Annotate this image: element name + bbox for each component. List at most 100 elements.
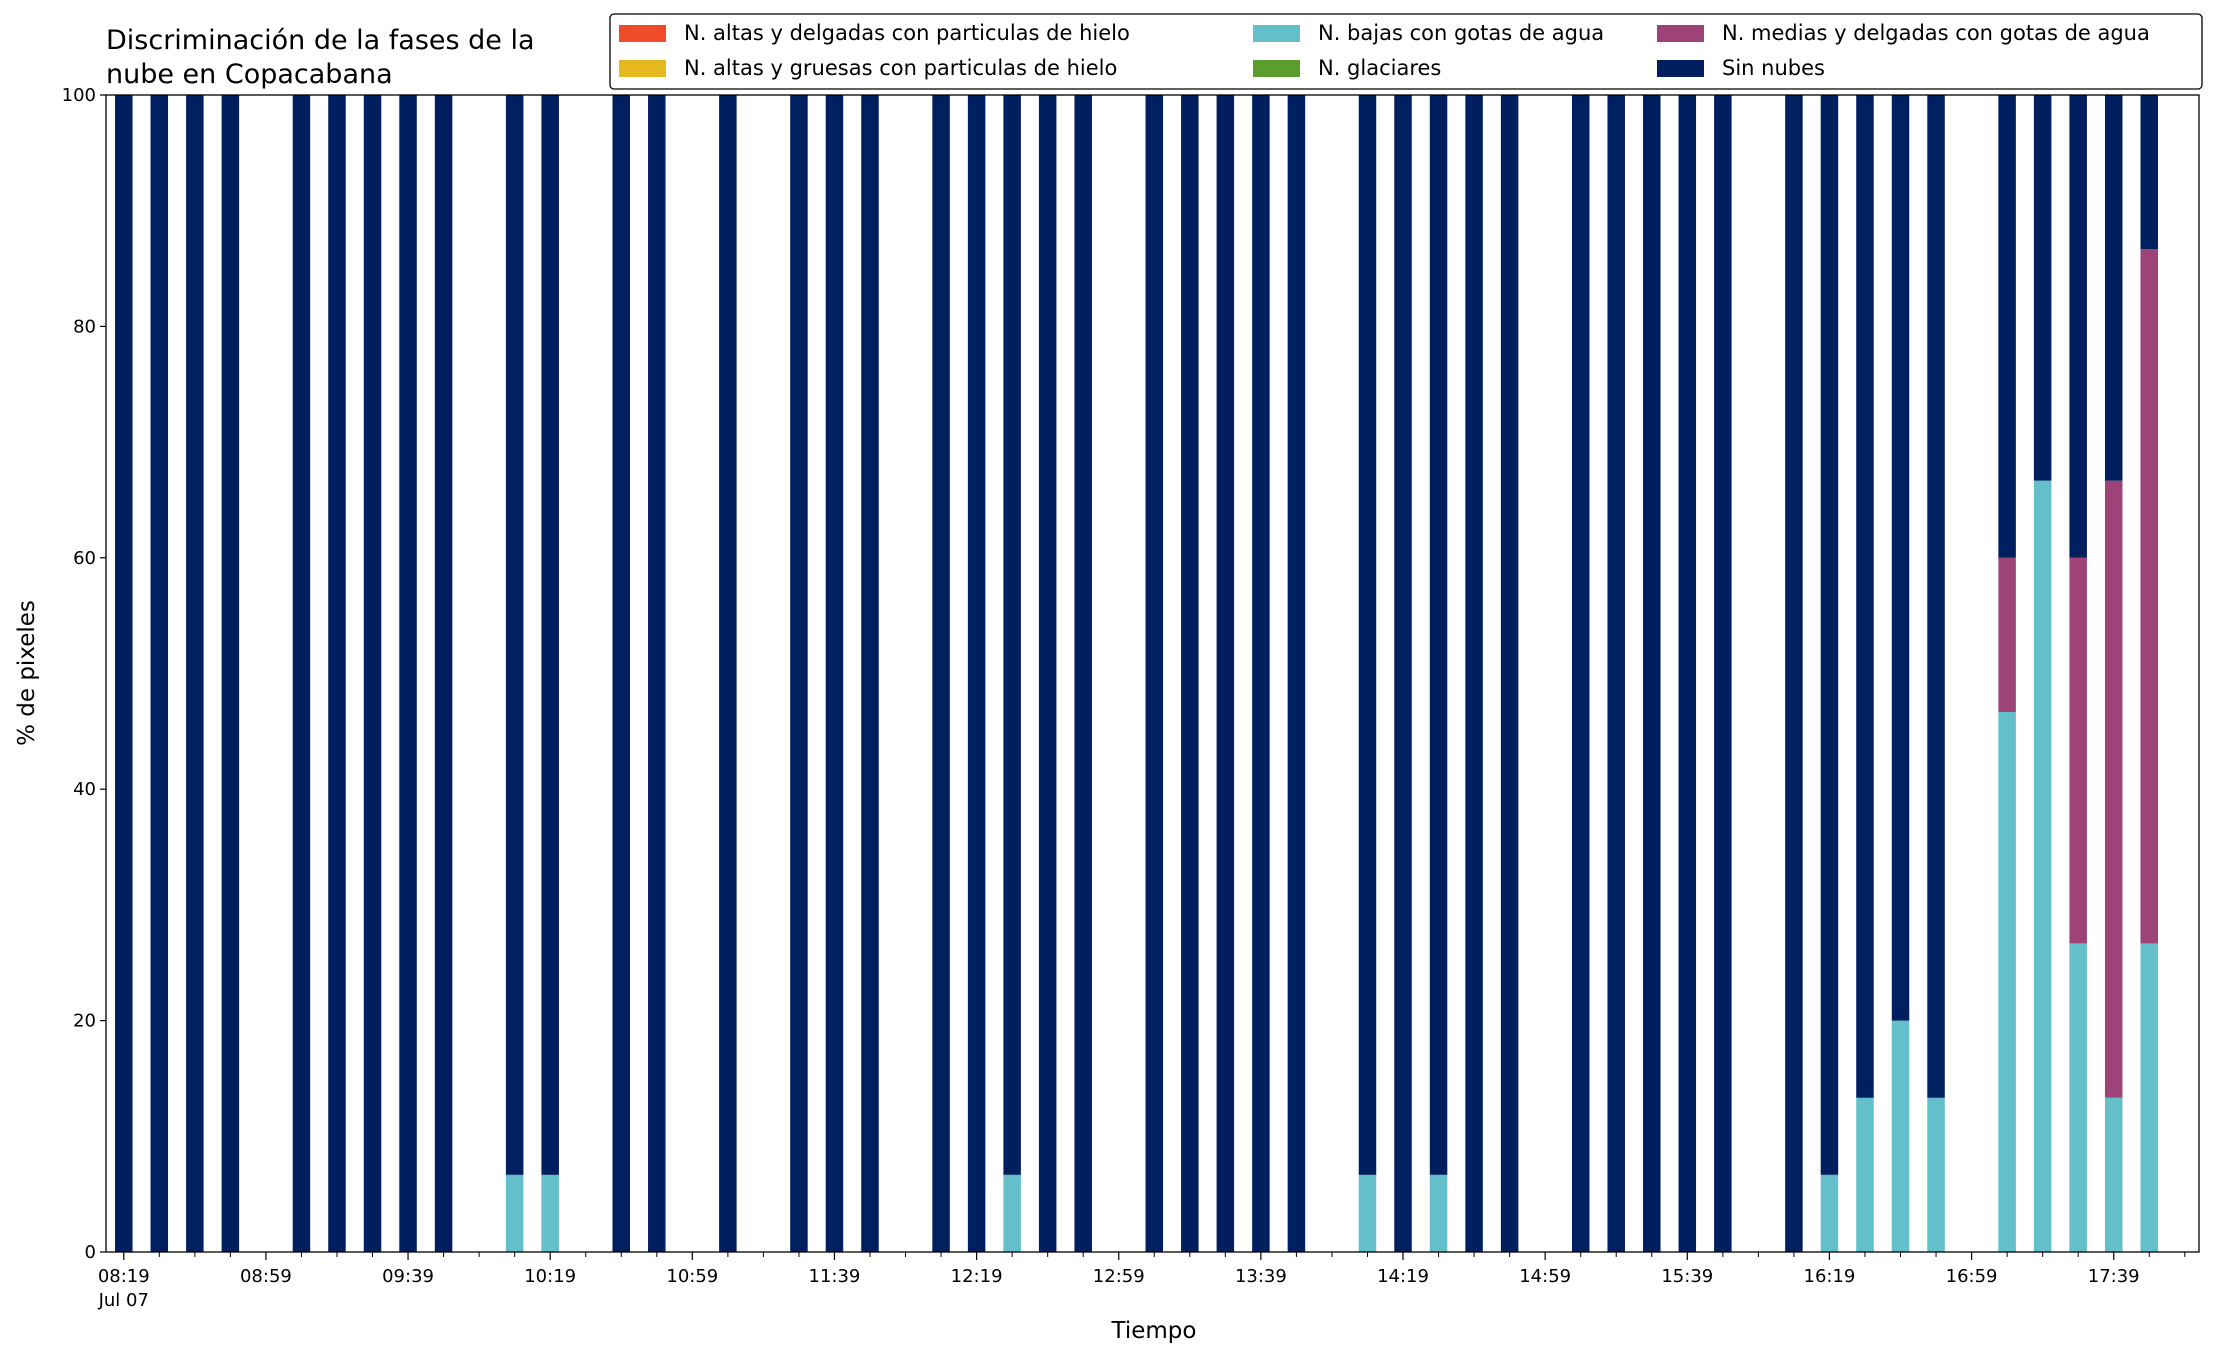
bar-segment [115, 95, 133, 1252]
bar-segment [150, 95, 169, 1252]
bar-segment [861, 95, 879, 1252]
bar-segment [1358, 95, 1377, 1175]
bar-segment [1003, 95, 1021, 1175]
bar-segment [541, 1174, 559, 1252]
x-tick-label: 14:19 [1377, 1266, 1429, 1287]
bar-segment [2069, 943, 2087, 1252]
x-tick-label: 09:39 [382, 1266, 434, 1287]
legend-swatch [619, 60, 666, 77]
y-axis-label: % de pixeles [14, 600, 40, 746]
bar-segment [1358, 1174, 1377, 1252]
bar-segment [505, 1174, 524, 1252]
x-tick-label: 10:19 [524, 1266, 576, 1287]
x-tick-label: 14:59 [1519, 1266, 1571, 1287]
x-tick-label: 16:19 [1804, 1266, 1856, 1287]
bar-segment [1571, 95, 1590, 1252]
x-tick-label: 16:59 [1946, 1266, 1998, 1287]
bar-segment [719, 95, 737, 1252]
bar-segment [1145, 95, 1164, 1252]
bar-segment [2033, 480, 2052, 1252]
legend-swatch [1253, 25, 1300, 42]
bar-segment [1856, 95, 1874, 1098]
legend-swatch [1657, 60, 1704, 77]
legend-swatch [1657, 25, 1704, 42]
bar-segment [1429, 1174, 1448, 1252]
bar-segment [2069, 95, 2087, 558]
bar-segment [825, 95, 844, 1252]
y-tick-label: 20 [73, 1011, 96, 1032]
bar-segment [1038, 95, 1057, 1252]
plot-frame [105, 94, 2200, 1253]
x-date-label: Jul 07 [98, 1290, 149, 1311]
bar-segment [1287, 95, 1306, 1252]
bar-segment [1500, 95, 1519, 1252]
legend-label: Sin nubes [1722, 56, 1825, 80]
x-tick-label: 17:39 [2088, 1266, 2140, 1287]
bar-segment [1820, 1174, 1839, 1252]
bar-segment [1998, 557, 2016, 713]
bar-segment [2140, 943, 2159, 1252]
bar-segment [1181, 95, 1199, 1252]
bar-segment [399, 95, 417, 1252]
bar-segment [2069, 557, 2087, 944]
bar-segment [1643, 95, 1661, 1252]
x-tick-label: 10:59 [666, 1266, 718, 1287]
bar-segment [1891, 1020, 1910, 1252]
x-tick-label: 08:19 [98, 1266, 150, 1287]
bar-segment [1678, 95, 1697, 1252]
bar-segment [1252, 95, 1270, 1252]
bar-segment [1607, 95, 1625, 1252]
bar-segment [541, 95, 559, 1175]
legend-swatch [619, 25, 666, 42]
x-axis-label: Tiempo [1111, 1318, 1197, 1344]
bar-segment [1465, 95, 1483, 1252]
x-tick-label: 15:39 [1661, 1266, 1713, 1287]
bar-segment [292, 95, 311, 1252]
bar-segment [221, 95, 240, 1252]
bar-segment [1429, 95, 1448, 1175]
x-tick-label: 12:59 [1093, 1266, 1145, 1287]
x-tick-label: 12:19 [951, 1266, 1003, 1287]
bar-segment [648, 95, 666, 1252]
legend-swatch [1253, 60, 1300, 77]
bar-segment [2104, 480, 2123, 1098]
bar-segment [1927, 95, 1945, 1098]
chart-title: nube en Copacabana [106, 59, 393, 90]
bar-segment [1856, 1097, 1874, 1252]
legend-label: N. medias y delgadas con gotas de agua [1722, 21, 2150, 45]
bar-segment [2140, 95, 2159, 250]
legend-box [609, 13, 2203, 90]
legend-label: N. altas y delgadas con particulas de hi… [684, 21, 1130, 45]
bar-segment [790, 95, 808, 1252]
bar-segment [1074, 95, 1092, 1252]
chart-title: Discriminación de la fases de la [106, 25, 535, 56]
bar-segment [186, 95, 204, 1252]
y-tick-label: 80 [73, 316, 96, 337]
legend-label: N. glaciares [1318, 56, 1441, 80]
bar-segment [434, 95, 453, 1252]
bar-segment [1820, 95, 1839, 1175]
bar-segment [1927, 1097, 1945, 1252]
bar-segment [1785, 95, 1803, 1252]
bar-segment [2140, 249, 2159, 944]
bar-segment [1394, 95, 1412, 1252]
x-tick-label: 11:39 [809, 1266, 861, 1287]
bar-segment [967, 95, 986, 1252]
y-tick-label: 60 [73, 548, 96, 569]
bar-segment [1998, 95, 2016, 558]
bar-segment [328, 95, 346, 1252]
bar-segment [2033, 95, 2052, 481]
bar-segment [932, 95, 950, 1252]
bar-segment [505, 95, 524, 1175]
y-tick-label: 40 [73, 779, 96, 800]
bar-segment [1216, 95, 1235, 1252]
bar-segment [1998, 712, 2016, 1252]
x-tick-label: 13:39 [1235, 1266, 1287, 1287]
bar-segment [1714, 95, 1732, 1252]
x-tick-label: 08:59 [240, 1266, 292, 1287]
bar-segment [363, 95, 382, 1252]
legend-label: N. altas y gruesas con particulas de hie… [684, 56, 1117, 80]
legend-label: N. bajas con gotas de agua [1318, 21, 1604, 45]
bar-segment [2104, 95, 2123, 481]
